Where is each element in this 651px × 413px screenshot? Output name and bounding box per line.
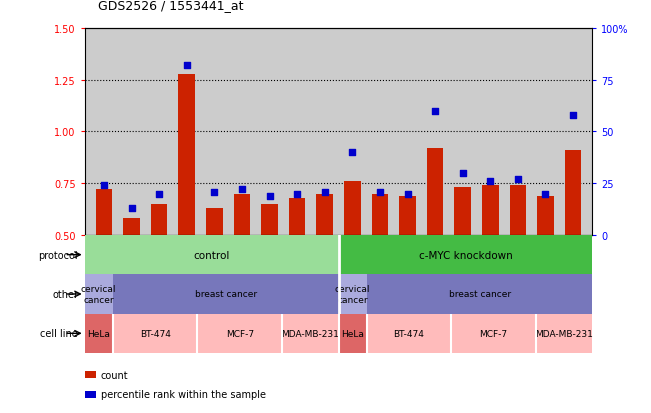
Bar — [372, 194, 388, 235]
Point — [430, 108, 440, 115]
Bar — [85, 235, 339, 275]
Point — [99, 183, 109, 189]
Bar — [197, 314, 282, 353]
Point — [568, 112, 578, 119]
Bar — [85, 275, 113, 314]
Text: c-MYC knockdown: c-MYC knockdown — [419, 250, 512, 260]
Point — [347, 150, 357, 156]
Bar — [282, 314, 339, 353]
Bar — [339, 314, 367, 353]
Text: MCF-7: MCF-7 — [480, 329, 508, 338]
Bar — [234, 194, 250, 235]
Text: other: other — [52, 289, 78, 299]
Bar — [536, 314, 592, 353]
Point — [320, 189, 330, 195]
Point — [154, 191, 164, 197]
Bar — [399, 196, 416, 235]
Bar — [344, 182, 361, 235]
Bar — [427, 149, 443, 235]
Bar — [113, 275, 339, 314]
Bar — [261, 204, 278, 235]
Point — [292, 191, 302, 197]
Point — [264, 193, 275, 199]
Bar — [206, 209, 223, 235]
Text: MDA-MB-231: MDA-MB-231 — [535, 329, 593, 338]
Point — [182, 63, 192, 69]
Bar — [367, 275, 592, 314]
Text: HeLa: HeLa — [341, 329, 364, 338]
Text: BT-474: BT-474 — [394, 329, 424, 338]
Text: MCF-7: MCF-7 — [226, 329, 254, 338]
Text: cell line: cell line — [40, 328, 78, 339]
Point — [513, 176, 523, 183]
Bar — [151, 204, 167, 235]
Point — [126, 205, 137, 212]
Text: protocol: protocol — [38, 250, 78, 260]
Point — [485, 178, 495, 185]
Bar — [367, 314, 451, 353]
Text: breast cancer: breast cancer — [195, 290, 256, 299]
Point — [458, 170, 468, 177]
Bar — [454, 188, 471, 235]
Text: MDA-MB-231: MDA-MB-231 — [281, 329, 339, 338]
Bar — [451, 314, 536, 353]
Text: breast cancer: breast cancer — [449, 290, 510, 299]
Bar — [113, 314, 197, 353]
Text: percentile rank within the sample: percentile rank within the sample — [101, 389, 266, 399]
Text: control: control — [193, 250, 230, 260]
Bar — [339, 275, 367, 314]
Bar — [85, 314, 113, 353]
Text: cervical
cancer: cervical cancer — [335, 285, 370, 304]
Bar — [178, 74, 195, 235]
Point — [540, 191, 551, 197]
Bar — [289, 198, 305, 235]
Bar — [96, 190, 112, 235]
Text: BT-474: BT-474 — [140, 329, 171, 338]
Point — [209, 189, 219, 195]
Point — [375, 189, 385, 195]
Text: count: count — [101, 370, 128, 380]
Point — [237, 187, 247, 193]
Text: cervical
cancer: cervical cancer — [81, 285, 117, 304]
Text: HeLa: HeLa — [87, 329, 110, 338]
Text: GDS2526 / 1553441_at: GDS2526 / 1553441_at — [98, 0, 243, 12]
Bar — [510, 186, 526, 235]
Bar — [482, 186, 499, 235]
Bar — [316, 194, 333, 235]
Bar — [537, 196, 554, 235]
Point — [402, 191, 413, 197]
Bar — [339, 235, 592, 275]
Bar — [565, 151, 581, 235]
Bar — [123, 219, 140, 235]
